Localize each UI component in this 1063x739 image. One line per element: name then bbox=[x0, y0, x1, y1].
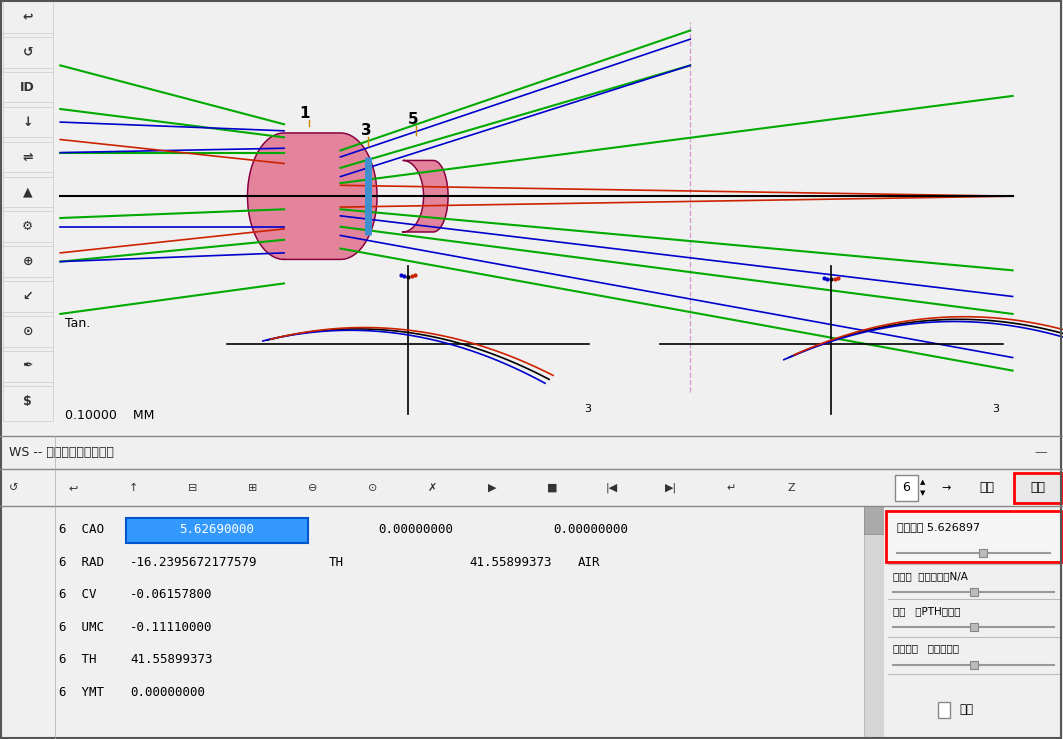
Text: TH: TH bbox=[328, 556, 344, 568]
Text: -0.11110000: -0.11110000 bbox=[130, 621, 213, 634]
Text: ↩: ↩ bbox=[22, 11, 33, 24]
Bar bbox=[863, 506, 884, 739]
Polygon shape bbox=[248, 133, 377, 259]
Text: 3: 3 bbox=[585, 404, 591, 414]
Text: 弯曲度  空气区域的N/A: 弯曲度 空气区域的N/A bbox=[893, 571, 968, 581]
Text: ⚙: ⚙ bbox=[22, 220, 33, 234]
FancyBboxPatch shape bbox=[887, 511, 1061, 562]
Bar bbox=[3, 0, 52, 37]
Text: 41.55899373: 41.55899373 bbox=[130, 653, 213, 667]
Text: 0.00000000: 0.00000000 bbox=[378, 523, 454, 536]
Bar bbox=[3, 67, 52, 107]
Text: ⊙: ⊙ bbox=[22, 325, 33, 338]
Text: ⊟: ⊟ bbox=[188, 483, 198, 493]
Bar bbox=[863, 506, 884, 534]
Text: ✗: ✗ bbox=[427, 483, 437, 493]
Text: 1: 1 bbox=[299, 106, 309, 120]
Text: 5.62690000: 5.62690000 bbox=[180, 523, 254, 536]
Text: ↩: ↩ bbox=[68, 483, 78, 493]
Text: ▲: ▲ bbox=[919, 479, 926, 486]
Text: 6  TH: 6 TH bbox=[60, 653, 97, 667]
Text: ⊕: ⊕ bbox=[22, 255, 33, 268]
Text: 距离   有PTH或求解: 距离 有PTH或求解 bbox=[893, 606, 961, 616]
Bar bbox=[938, 702, 950, 718]
Bar bbox=[3, 381, 52, 420]
Text: 6: 6 bbox=[902, 481, 911, 494]
Text: 选中数据 5.626897: 选中数据 5.626897 bbox=[897, 522, 980, 532]
Text: Z: Z bbox=[788, 483, 795, 493]
Text: ⊞: ⊞ bbox=[248, 483, 257, 493]
Text: |◀: |◀ bbox=[606, 483, 618, 493]
Bar bbox=[3, 207, 52, 246]
Text: ▶: ▶ bbox=[488, 483, 496, 493]
Text: 3: 3 bbox=[993, 404, 999, 414]
Polygon shape bbox=[403, 160, 448, 232]
Text: →: → bbox=[941, 483, 950, 493]
Text: 更新: 更新 bbox=[979, 481, 994, 494]
Text: 滑动元件   不是前表面: 滑动元件 不是前表面 bbox=[893, 643, 959, 653]
Bar bbox=[3, 242, 52, 282]
Text: $: $ bbox=[23, 395, 32, 408]
Text: ⊖: ⊖ bbox=[308, 483, 317, 493]
Bar bbox=[3, 137, 52, 177]
FancyBboxPatch shape bbox=[1014, 473, 1061, 503]
Text: Tan.: Tan. bbox=[65, 317, 90, 330]
Text: 偏移: 偏移 bbox=[960, 704, 974, 716]
Text: ↵: ↵ bbox=[727, 483, 736, 493]
Text: ↺: ↺ bbox=[9, 483, 18, 493]
FancyBboxPatch shape bbox=[125, 518, 308, 543]
Text: ⇌: ⇌ bbox=[22, 151, 33, 163]
Text: -0.06157800: -0.06157800 bbox=[130, 588, 213, 601]
Text: ■: ■ bbox=[546, 483, 557, 493]
Text: ↙: ↙ bbox=[22, 290, 33, 303]
Text: 0.00000000: 0.00000000 bbox=[553, 523, 628, 536]
Text: 6  CV: 6 CV bbox=[60, 588, 97, 601]
Bar bbox=[3, 347, 52, 386]
Bar bbox=[3, 312, 52, 351]
Bar bbox=[895, 474, 918, 501]
Bar bbox=[3, 277, 52, 316]
Text: ID: ID bbox=[20, 81, 35, 94]
Text: ▲: ▲ bbox=[22, 185, 33, 198]
Bar bbox=[3, 103, 52, 142]
Text: 3: 3 bbox=[360, 123, 371, 138]
Text: 6  CAO: 6 CAO bbox=[60, 523, 104, 536]
Text: AIR: AIR bbox=[577, 556, 601, 568]
Text: ▶|: ▶| bbox=[665, 483, 677, 493]
Text: ✒: ✒ bbox=[22, 360, 33, 372]
Text: 5: 5 bbox=[408, 112, 419, 127]
Text: 0.00000000: 0.00000000 bbox=[130, 686, 205, 699]
Text: 41.55899373: 41.55899373 bbox=[470, 556, 553, 568]
Text: 6  RAD: 6 RAD bbox=[60, 556, 104, 568]
Text: ↑: ↑ bbox=[129, 483, 138, 493]
Text: ▼: ▼ bbox=[919, 490, 926, 497]
Text: 0.10000    MM: 0.10000 MM bbox=[65, 409, 155, 421]
Text: 选择: 选择 bbox=[1030, 481, 1045, 494]
Text: ⊙: ⊙ bbox=[368, 483, 377, 493]
Text: WS -- 工作表镜头编辑窗口: WS -- 工作表镜头编辑窗口 bbox=[9, 446, 114, 459]
Text: ↺: ↺ bbox=[22, 46, 33, 59]
Bar bbox=[3, 33, 52, 72]
Bar bbox=[3, 172, 52, 211]
Text: -16.2395672177579: -16.2395672177579 bbox=[130, 556, 257, 568]
Text: 6  UMC: 6 UMC bbox=[60, 621, 104, 634]
Text: —: — bbox=[1034, 446, 1047, 459]
Text: 6  YMT: 6 YMT bbox=[60, 686, 104, 699]
Text: ↓: ↓ bbox=[22, 115, 33, 129]
